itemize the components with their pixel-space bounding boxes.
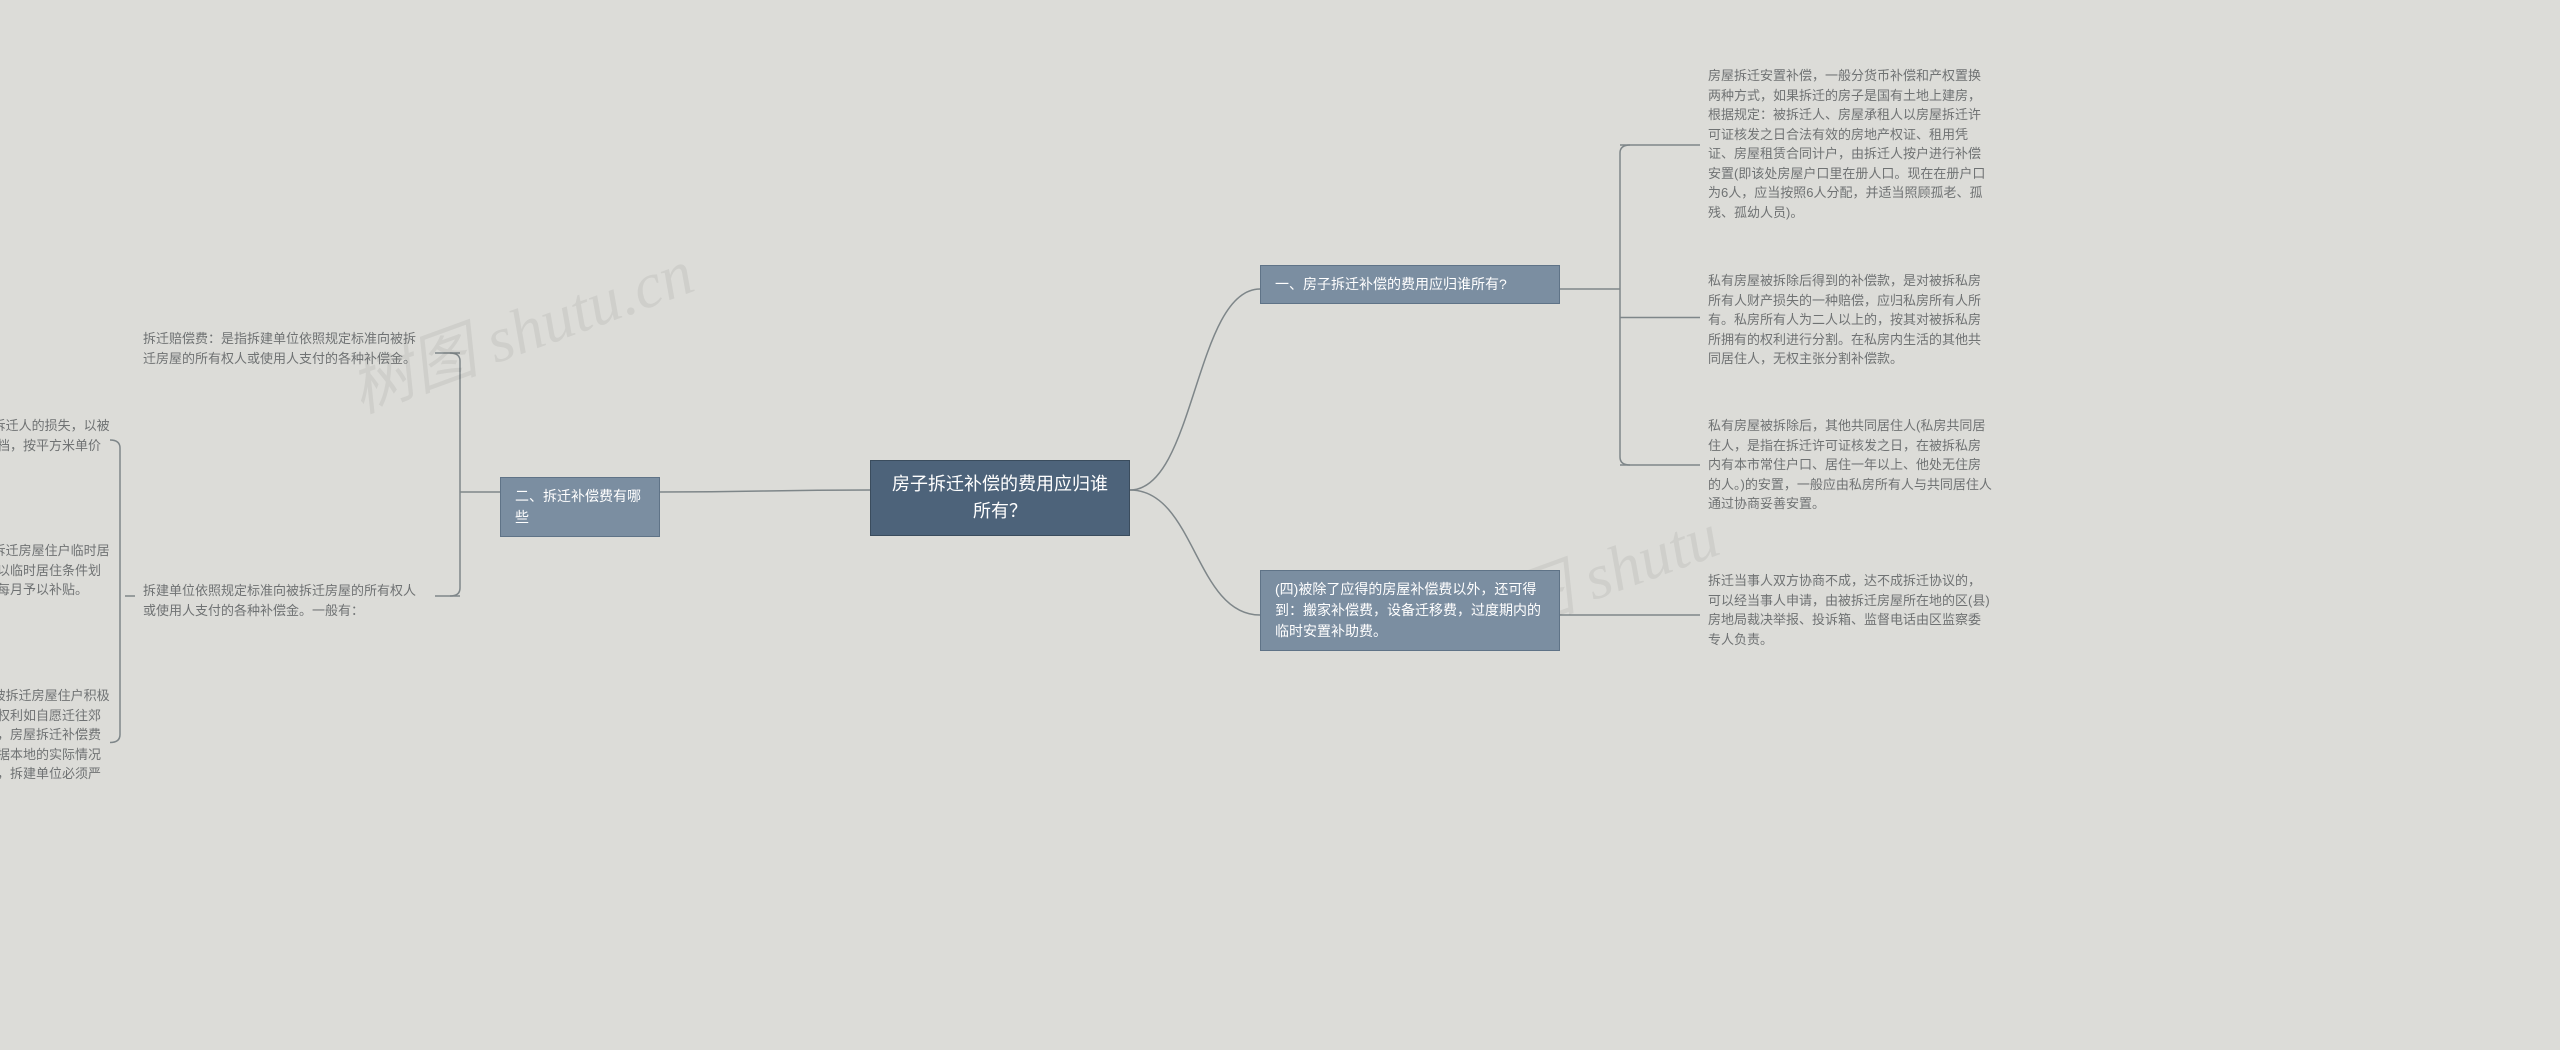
root-node: 房子拆迁补偿的费用应归谁所有？	[870, 460, 1130, 536]
right-branch-1: 一、房子拆迁补偿的费用应归谁所有?	[1260, 265, 1560, 304]
left-sub-leaf-3: (三)奖励性补偿费，用于鼓励被拆迁房屋住户积极协助房屋拆迁或主动放弃一些权利如自…	[0, 680, 120, 809]
connectors-svg	[0, 0, 2560, 1050]
left-branch-1-leaf-2: 拆建单位依照规定标准向被拆迁房屋的所有权人或使用人支付的各种补偿金。一般有：	[135, 575, 435, 626]
left-branch-1-leaf-1: 拆迁赔偿费：是指拆建单位依照规定标准向被拆迁房屋的所有权人或使用人支付的各种补偿…	[135, 323, 435, 374]
left-sub-leaf-1: (一)房屋补偿费，用于补偿被拆迁人的损失，以被拆迁房屋的结构和折旧程度划档，按平…	[0, 410, 120, 481]
left-branch-1: 二、拆迁补偿费有哪些	[500, 477, 660, 537]
right-branch-1-leaf-1: 房屋拆迁安置补偿，一般分货币补偿和产权置换两种方式，如果拆迁的房子是国有土地上建…	[1700, 60, 2000, 228]
right-branch-1-leaf-3: 私有房屋被拆除后，其他共同居住人(私房共同居住人，是指在拆迁许可证核发之日，在被…	[1700, 410, 2000, 520]
left-sub-leaf-2: (二)周转补偿费，用于补偿被拆迁房屋住户临时居住房或自找临时住处的不便，以临时居…	[0, 535, 120, 606]
right-branch-2-leaf-1: 拆迁当事人双方协商不成，达不成拆迁协议的，可以经当事人申请，由被拆迁房屋所在地的…	[1700, 565, 2000, 655]
right-branch-1-leaf-2: 私有房屋被拆除后得到的补偿款，是对被拆私房所有人财产损失的一种赔偿，应归私房所有…	[1700, 265, 2000, 375]
right-branch-2: (四)被除了应得的房屋补偿费以外，还可得到：搬家补偿费，设备迁移费，过度期内的临…	[1260, 570, 1560, 651]
